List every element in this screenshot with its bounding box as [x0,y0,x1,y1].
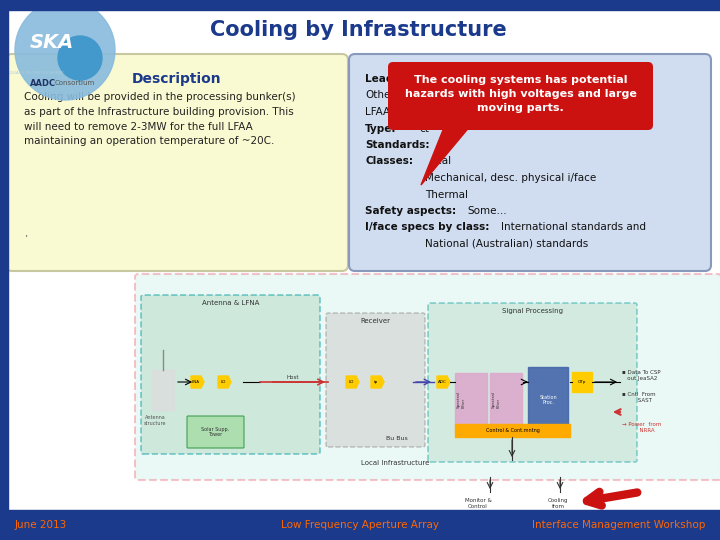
Text: Spectral
Filter: Spectral Filter [457,390,466,408]
Bar [528,367,568,432]
Text: Low Frequency Aperture Array: Low Frequency Aperture Array [281,520,439,530]
FancyBboxPatch shape [349,54,711,271]
Text: Safety aspects:: Safety aspects: [365,206,456,216]
Bar [455,424,570,437]
Bar [490,373,522,425]
Text: Local Infrastructure: Local Infrastructure [361,460,429,466]
Text: The cooling systems has potential
hazards with high voltages and large
moving pa: The cooling systems has potential hazard… [405,75,636,113]
FancyArrow shape [191,376,204,388]
Bar [0,10,8,510]
Text: Cooling will be provided in the processing bunker(s)
as part of the Infrastructu: Cooling will be provided in the processi… [24,92,296,146]
FancyBboxPatch shape [388,62,653,130]
Text: Bu Bus: Bu Bus [386,436,408,441]
Text: SKA: SKA [30,32,74,51]
Text: Othe: Othe [365,91,390,100]
Text: ct: ct [419,124,429,133]
Text: ical: ical [433,157,451,166]
Text: → Power  from
          NRRA: → Power from NRRA [622,422,662,433]
Text: Receiver: Receiver [361,318,390,324]
Text: Host: Host [287,375,300,380]
Text: SQUARE KILOMETRE ARRAY: SQUARE KILOMETRE ARRAY [6,70,63,74]
FancyBboxPatch shape [6,54,348,271]
Text: Signal Processing: Signal Processing [502,308,563,314]
Text: ▪ Cntl  From
         SAST: ▪ Cntl From SAST [622,392,656,403]
Text: June 2013: June 2013 [15,520,67,530]
Text: Classes:: Classes: [365,157,413,166]
FancyArrow shape [218,376,231,388]
Text: OTp: OTp [578,380,586,384]
Text: Type:: Type: [365,124,397,133]
FancyBboxPatch shape [187,416,244,448]
FancyBboxPatch shape [141,295,320,454]
Text: ADC: ADC [438,380,446,384]
Text: Control & Cont.mntng: Control & Cont.mntng [485,428,539,433]
Text: Interface Management Workshop: Interface Management Workshop [531,520,705,530]
FancyArrow shape [437,376,450,388]
Text: International standards and: International standards and [500,222,646,233]
Text: Standards:: Standards: [365,140,430,150]
Text: Description: Description [132,72,222,86]
Polygon shape [421,125,471,185]
Text: LO: LO [220,380,225,384]
Text: Some...: Some... [467,206,507,216]
Bar [455,373,487,425]
Bar [572,372,592,392]
Text: Antenna & LFNA: Antenna & LFNA [202,300,259,306]
Bar [0,0,720,10]
Text: Thermal: Thermal [425,190,468,199]
Text: ▪ Data To CSP
   out JeaSA2: ▪ Data To CSP out JeaSA2 [622,370,661,381]
FancyBboxPatch shape [326,313,425,447]
Text: Lead:: Lead: [365,74,397,84]
Text: LO: LO [348,380,354,384]
Text: Solar Supp.
Tower: Solar Supp. Tower [201,427,229,437]
Text: Station
Proc.: Station Proc. [539,395,557,406]
Text: LNA: LNA [192,380,200,384]
Text: Antenna
structure: Antenna structure [144,415,166,426]
Text: I/face specs by class:: I/face specs by class: [365,222,490,233]
Text: Spectral
Filter: Spectral Filter [492,390,500,408]
Text: AADC: AADC [30,78,56,87]
Bar [0,510,720,540]
FancyBboxPatch shape [135,274,720,480]
Bar [152,370,174,410]
Text: National (Australian) standards: National (Australian) standards [425,239,588,249]
Text: Cooling by Infrastructure: Cooling by Infrastructure [210,20,507,40]
Text: ’: ’ [24,235,27,245]
FancyArrow shape [346,376,359,388]
Text: Consortium: Consortium [55,80,95,86]
Text: Cooling
from
NRRA: Cooling from NRRA [548,498,568,515]
FancyBboxPatch shape [428,303,637,462]
Circle shape [15,0,115,100]
Text: Monitor &
Control
LFEM
MASAI: Monitor & Control LFEM MASAI [464,498,492,521]
FancyArrow shape [371,376,384,388]
Text: Mechanical, desc. physical i/face: Mechanical, desc. physical i/face [425,173,596,183]
Text: tp: tp [374,380,378,384]
Circle shape [58,36,102,80]
Text: LFAA: LFAA [365,107,390,117]
